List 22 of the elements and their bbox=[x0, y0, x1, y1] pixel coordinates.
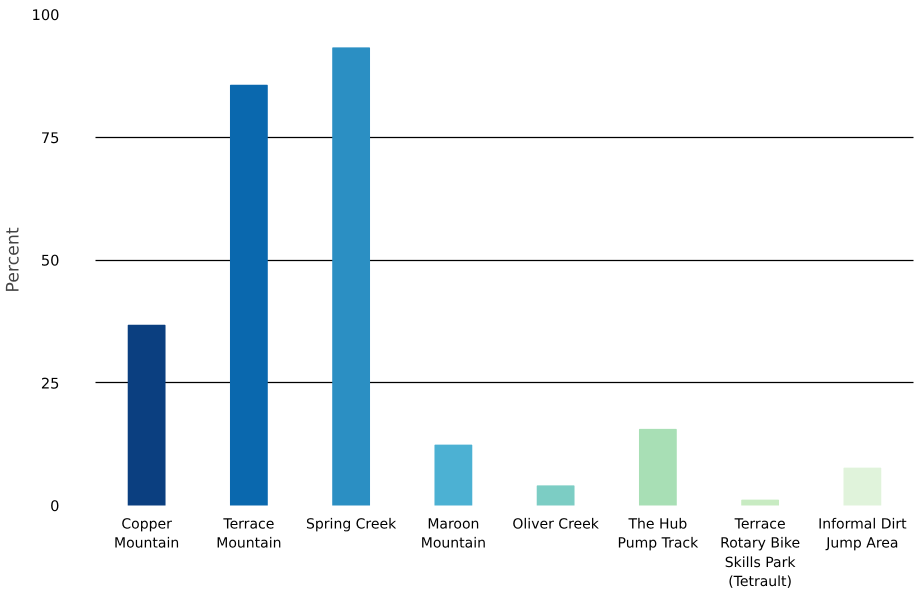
y-tick-label: 0 bbox=[50, 498, 60, 515]
y-tick-label: 100 bbox=[32, 7, 60, 24]
bar bbox=[843, 468, 882, 506]
x-tick-label: Spring Creek bbox=[306, 516, 398, 532]
bar bbox=[128, 324, 166, 506]
x-tick-label: Terrace Mountain bbox=[216, 516, 282, 552]
y-tick-label: 75 bbox=[40, 130, 60, 147]
bar bbox=[741, 500, 780, 506]
y-tick-label: 50 bbox=[40, 252, 60, 270]
x-tick-label: Oliver Creek bbox=[512, 516, 600, 532]
bar bbox=[536, 485, 575, 506]
y-axis-title: Percent bbox=[4, 227, 24, 293]
x-tick-label: Terrace Rotary Bike Skills Park (Tetrault) bbox=[720, 516, 800, 590]
bar bbox=[434, 444, 472, 506]
x-tick-label: Maroon Mountain bbox=[420, 516, 486, 552]
bar bbox=[230, 84, 268, 506]
x-tick-label: Copper Mountain bbox=[114, 516, 180, 552]
bar bbox=[332, 47, 370, 506]
bar bbox=[638, 428, 677, 506]
x-tick-label: Informal Dirt Jump Area bbox=[818, 516, 908, 552]
x-tick-label: The Hub Pump Track bbox=[618, 516, 700, 552]
y-tick-label: 25 bbox=[40, 375, 60, 392]
